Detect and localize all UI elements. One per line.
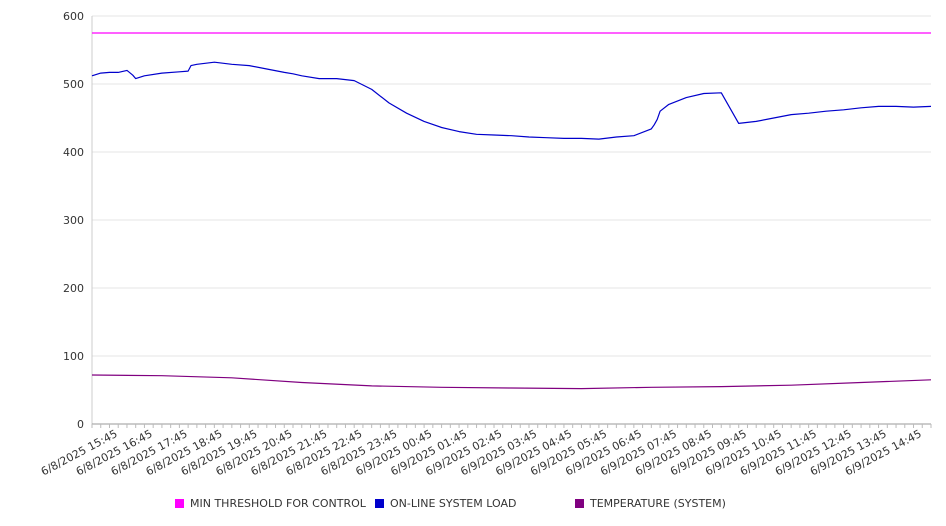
grid-lines <box>92 15 931 357</box>
y-tick-label-500: 500 <box>63 78 84 91</box>
y-axis-ticks: 0 100 200 300 400 500 600 <box>63 10 84 431</box>
legend-swatch-system-load <box>375 499 384 508</box>
series-lines <box>91 32 932 390</box>
y-tick-label-100: 100 <box>63 350 84 363</box>
y-tick-label-400: 400 <box>63 146 84 159</box>
legend-label-min-threshold: MIN THRESHOLD FOR CONTROL <box>190 497 366 510</box>
y-tick-label-300: 300 <box>63 214 84 227</box>
legend-label-temperature: TEMPERATURE (SYSTEM) <box>590 497 726 510</box>
legend-swatch-temperature <box>575 499 584 508</box>
y-tick-label-200: 200 <box>63 282 84 295</box>
series-line-system-load <box>91 61 932 140</box>
legend-swatch-min-threshold <box>175 499 184 508</box>
series-line-temperature <box>91 374 932 390</box>
legend-item-system-load: ON-LINE SYSTEM LOAD <box>375 497 516 510</box>
legend-item-min-threshold: MIN THRESHOLD FOR CONTROL <box>175 497 366 510</box>
x-axis-ticks: 6/8/2025 15:456/8/2025 16:456/8/2025 17:… <box>39 427 924 478</box>
axes <box>91 16 932 428</box>
legend-label-system-load: ON-LINE SYSTEM LOAD <box>390 497 517 510</box>
y-tick-label-600: 600 <box>63 10 84 23</box>
chart-legend: MIN THRESHOLD FOR CONTROL ON-LINE SYSTEM… <box>0 497 946 515</box>
y-tick-label-0: 0 <box>77 418 84 431</box>
legend-item-temperature: TEMPERATURE (SYSTEM) <box>575 497 726 510</box>
